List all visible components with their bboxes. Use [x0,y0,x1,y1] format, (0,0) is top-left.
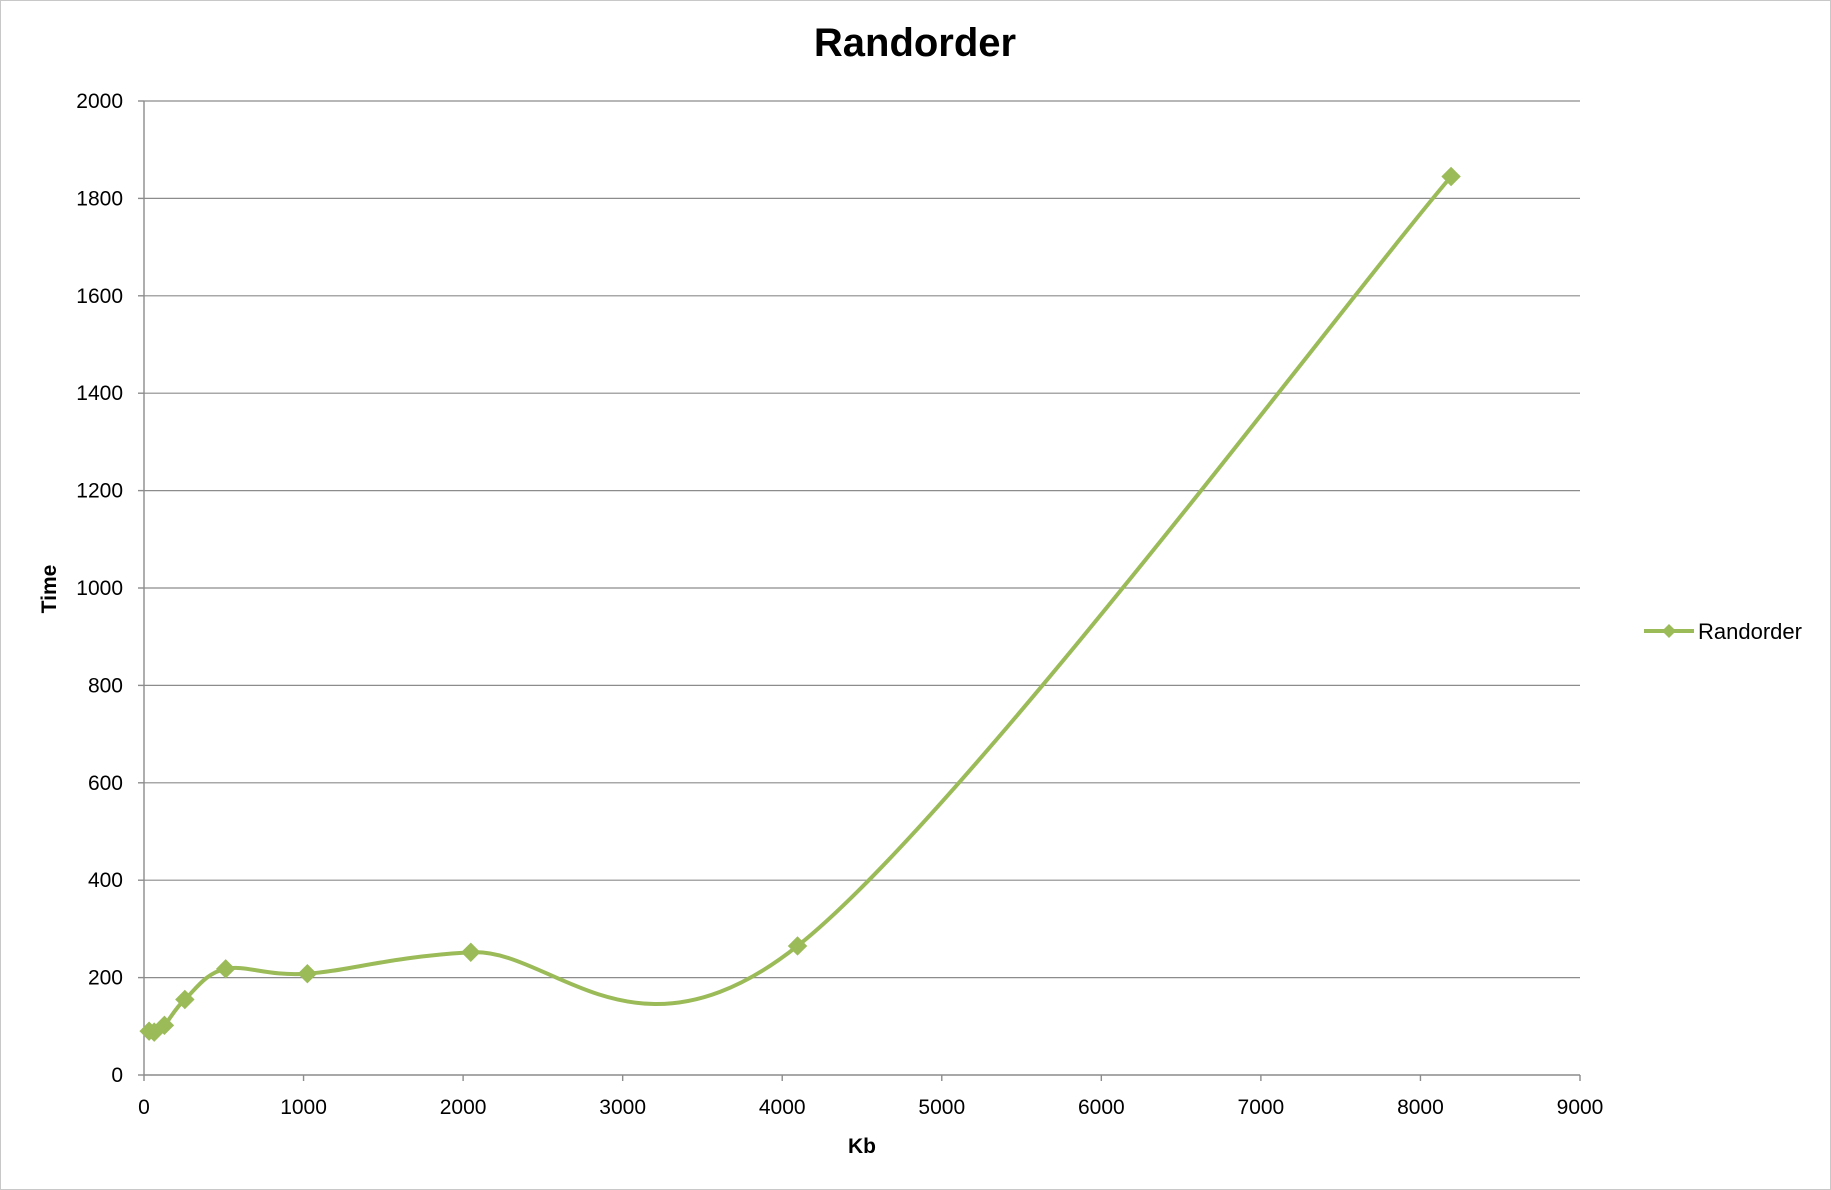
data-point-marker [787,936,808,956]
gridlines [144,100,1580,979]
y-tick-label: 400 [88,869,123,892]
series-layer [139,166,1461,1042]
data-point-marker [1441,166,1461,187]
series-line-randorder [148,175,1453,1035]
legend-marker-swatch [1662,624,1676,638]
x-tick-label: 1000 [280,1096,327,1119]
data-point-marker [461,942,481,962]
y-tick-label: 1200 [76,480,123,503]
x-tick-label: 5000 [918,1096,965,1119]
legend-label: Randorder [1698,619,1802,644]
y-tick-label: 600 [88,772,123,795]
data-point-marker [215,959,236,979]
y-axis-title: Time [38,565,61,614]
y-tick-label: 2000 [76,90,123,113]
data-point-marker [154,1015,175,1036]
y-tick-label: 200 [88,967,123,990]
x-tick-label: 0 [138,1096,150,1119]
data-point-marker [175,989,195,1010]
x-axis-ticks: 0 1000 2000 3000 4000 5000 6000 7000 8000 9000 [138,1096,1603,1119]
y-tick-label: 1000 [76,577,123,600]
y-tick-label: 1800 [76,187,123,210]
y-axis-ticks: 0 200 400 600 800 1000 1200 1400 1600 1800 2000 [76,90,123,1087]
x-axis-title: Kb [848,1135,876,1158]
data-point-marker [297,963,318,984]
y-tick-label: 1400 [76,382,123,405]
x-tick-label: 4000 [759,1096,806,1119]
x-tick-label: 7000 [1238,1096,1285,1119]
y-tick-label: 800 [88,674,123,697]
x-tick-label: 2000 [440,1096,487,1119]
x-tick-label: 8000 [1397,1096,1444,1119]
chart-title: Randorder [814,21,1016,65]
axes [138,100,1581,1081]
legend: Randorder [1644,619,1802,644]
x-tick-label: 9000 [1557,1096,1604,1119]
x-tick-label: 6000 [1078,1096,1125,1119]
y-tick-label: 1600 [76,285,123,308]
x-tick-label: 3000 [599,1096,646,1119]
y-tick-label: 0 [111,1064,123,1087]
